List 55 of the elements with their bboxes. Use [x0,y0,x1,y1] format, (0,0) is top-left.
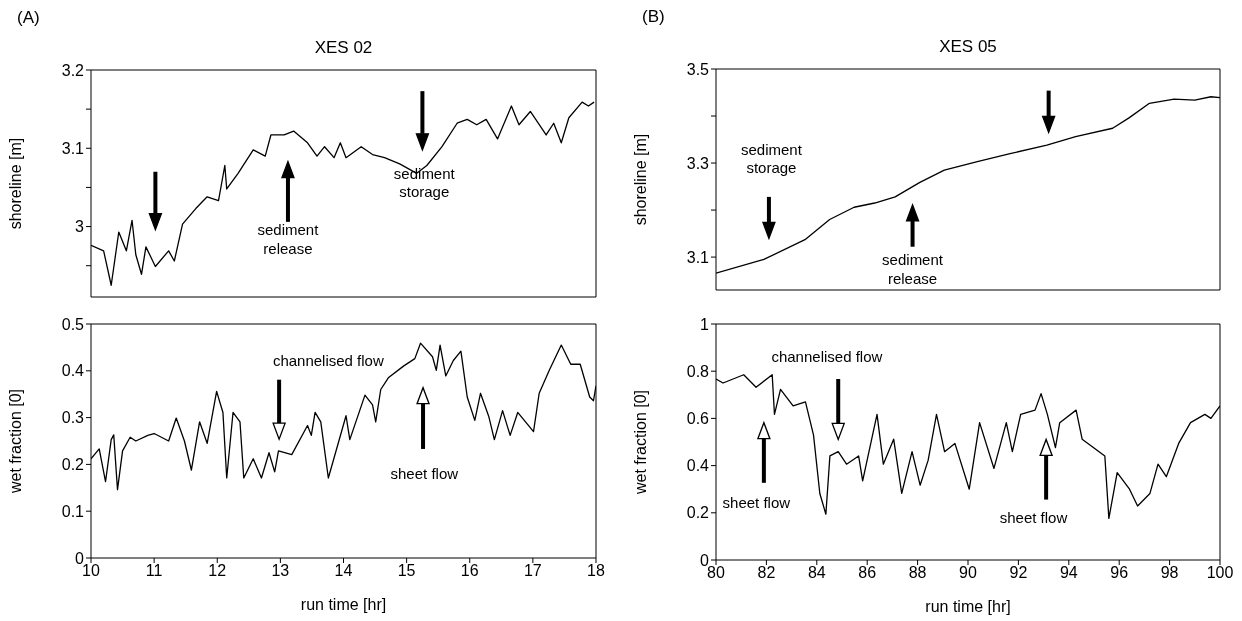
x-tick-label: 84 [807,564,826,582]
chart-title: XES 02 [313,38,374,58]
annotation: channelised flow [771,347,883,367]
y-tick-label: 0.8 [686,362,710,380]
y-axis-title: shoreline [m] [631,133,649,226]
y-axis-title: wet fraction [0] [631,389,649,496]
y-tick-label: 3.2 [61,61,85,79]
x-tick-label: 16 [460,562,479,580]
annotation: channelised flow [272,352,384,371]
x-tick-label: 15 [397,562,416,580]
x-tick-label: 11 [145,562,163,580]
x-tick-label: 12 [208,562,227,580]
y-tick-label: 1 [700,315,710,333]
x-tick-label: 17 [523,562,542,580]
text: (A) [17,8,40,28]
annotation: sediment storage [740,140,803,179]
x-tick-label: 96 [1110,564,1129,582]
annotation: sheet flow [390,464,459,484]
x-tick-label: 88 [908,564,927,582]
y-tick-label: 0.4 [61,362,85,380]
y-tick-label: 3 [75,218,85,236]
y-tick-label: 0.1 [61,502,85,520]
y-axis-title: wet fraction [0] [6,388,24,495]
x-tick-label: 92 [1009,564,1028,582]
x-axis-title: run time [hr] [925,598,1011,615]
chart-title: XES 05 [938,37,998,57]
x-tick-label: 98 [1160,564,1179,582]
x-tick-label: 14 [334,562,353,580]
x-axis-title: run time [hr] [300,596,387,613]
x-tick-label: 100 [1206,564,1234,582]
text: (B) [642,7,665,27]
y-tick-label: 3.1 [686,248,710,266]
y-tick-label: 0.3 [61,409,85,427]
annotation: sediment release [881,251,944,289]
y-tick-label: 0.2 [61,456,85,474]
y-tick-label: 0.4 [686,457,710,475]
y-tick-label: 3.3 [686,154,710,172]
y-tick-label: 0.6 [686,410,710,428]
annotation: sediment release [256,221,320,259]
annotation: sediment storage [392,164,456,203]
x-tick-label: 86 [858,564,877,582]
x-tick-label: 80 [707,564,725,582]
x-tick-label: 18 [587,562,605,580]
x-tick-label: 94 [1059,564,1078,582]
y-axis-title: shoreline [m] [6,137,24,230]
x-tick-label: 82 [757,564,776,582]
x-tick-label: 90 [959,564,977,582]
x-tick-label: 10 [82,562,100,580]
annotation: sheet flow [999,508,1068,527]
y-tick-label: 0.5 [61,315,85,333]
y-tick-label: 3.1 [61,139,85,157]
y-tick-label: 0.2 [686,504,710,522]
y-tick-label: 3.5 [686,60,710,78]
annotation: sheet flow [722,493,791,513]
x-tick-label: 13 [271,562,290,580]
